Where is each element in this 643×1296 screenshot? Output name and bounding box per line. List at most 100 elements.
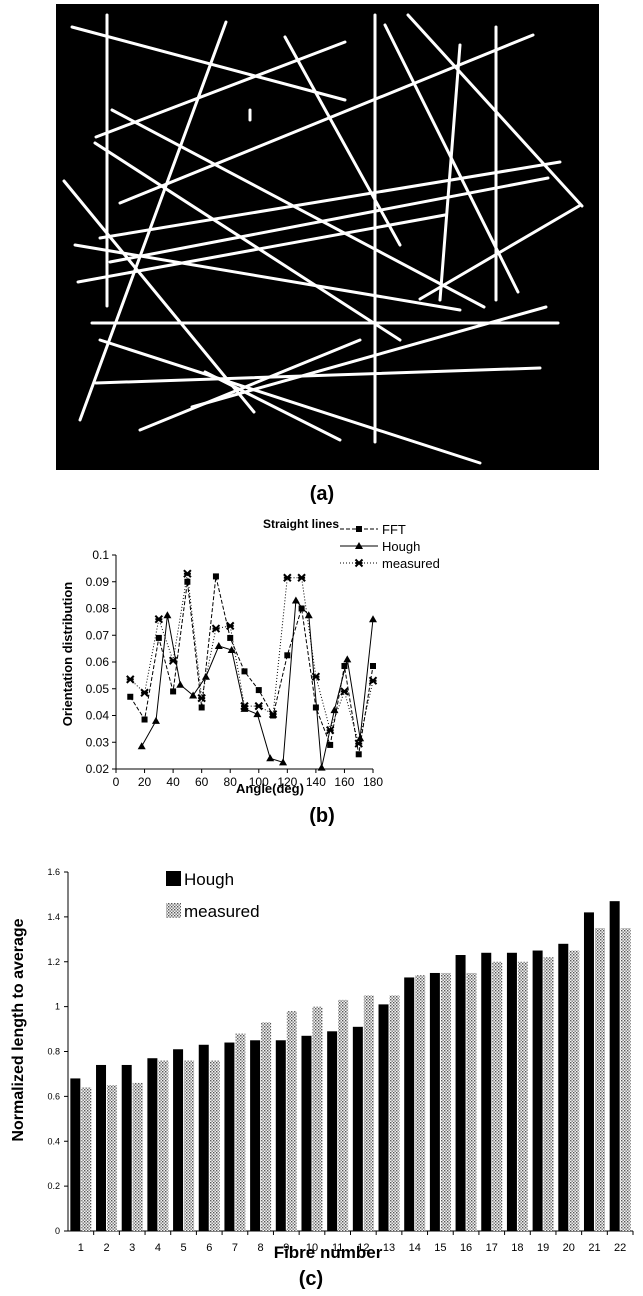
bar-hough — [506, 952, 517, 1231]
bar-measured — [286, 1011, 297, 1231]
data-point-hough — [227, 645, 236, 653]
fibre-line — [418, 204, 581, 301]
data-point-fft — [312, 704, 319, 711]
bar-hough — [96, 1064, 107, 1231]
data-point-hough — [163, 611, 172, 619]
chart-c-xtick-label: 7 — [232, 1242, 238, 1254]
chart-c-xtick-label: 21 — [588, 1242, 600, 1254]
chart-b-ytick-label: 0.08 — [86, 602, 110, 616]
series-line-measured — [129, 573, 374, 744]
data-point-measured — [197, 693, 206, 703]
bar-measured — [620, 928, 631, 1231]
data-point-hough — [214, 641, 223, 649]
chart-b-xtick-label: 140 — [306, 775, 326, 789]
data-point-hough — [266, 754, 275, 762]
chart-c-ytick-label: 0.8 — [47, 1047, 60, 1057]
fibre-line — [110, 108, 486, 309]
bar-measured — [543, 957, 554, 1231]
data-point-fft — [255, 687, 262, 694]
chart-c-xtick-label: 15 — [434, 1242, 446, 1254]
bar-hough — [429, 972, 440, 1231]
chart-c-xtick-label: 13 — [383, 1242, 395, 1254]
data-point-hough — [330, 706, 339, 714]
chart-b-xtick-label: 100 — [249, 775, 269, 789]
bar-measured — [184, 1060, 195, 1231]
chart-c-ytick-label: 1.2 — [47, 957, 60, 967]
bar-measured — [415, 975, 426, 1231]
legend-label-hough: Hough — [382, 539, 420, 554]
data-point-fft — [341, 663, 348, 670]
fibre-line — [406, 13, 584, 208]
data-point-measured — [154, 614, 164, 624]
data-point-hough — [189, 691, 198, 699]
bar-measured — [492, 961, 503, 1231]
chart-c-xtick-label: 8 — [258, 1242, 264, 1254]
data-point-measured — [254, 701, 263, 711]
bar-hough — [532, 950, 543, 1231]
data-point-measured — [325, 726, 335, 735]
data-point-fft — [284, 652, 291, 659]
chart-b-title: Straight lines — [263, 517, 339, 531]
data-point-fft — [212, 573, 219, 580]
chart-b-xtick-label: 60 — [195, 775, 209, 789]
chart-c-xtick-label: 6 — [206, 1242, 212, 1254]
bar-measured — [466, 972, 477, 1231]
legend-swatch-measured — [166, 903, 181, 918]
chart-c-xtick-label: 1 — [78, 1242, 84, 1254]
bar-hough — [481, 952, 492, 1231]
data-point-fft — [355, 751, 362, 758]
chart-b-xtick-label: 160 — [334, 775, 354, 789]
chart-c-xtick-label: 14 — [409, 1242, 421, 1254]
panel-a-label: (a) — [310, 483, 334, 505]
chart-c-xtick-label: 11 — [332, 1242, 343, 1254]
bar-hough — [224, 1042, 235, 1231]
bar-hough — [609, 901, 620, 1231]
fibre-line — [73, 243, 462, 312]
data-point-measured — [354, 739, 363, 748]
legend-swatch-hough — [166, 871, 181, 886]
data-point-fft — [127, 693, 134, 700]
chart-b-axes: 0.02 0.03 0.04 0.05 0.06 0.07 0.08 0.09 0.1 0 20 40… — [86, 548, 384, 789]
data-point-hough — [151, 716, 160, 724]
bar-measured — [389, 995, 400, 1231]
data-point-hough — [369, 615, 377, 623]
chart-b-ytick-label: 0.02 — [86, 762, 110, 776]
chart-c-xtick-label: 12 — [357, 1242, 369, 1254]
chart-c-legend: Hough measured — [166, 870, 260, 921]
panel-a: (a) — [56, 4, 599, 505]
chart-b-legend: FFT Hough measured — [340, 522, 440, 571]
chart-b-ytick-label: 0.09 — [86, 575, 110, 589]
data-point-fft — [198, 704, 205, 711]
data-point-measured — [240, 701, 249, 711]
chart-b-ytick-label: 0.07 — [86, 628, 110, 642]
bar-hough — [173, 1049, 184, 1231]
chart-b-xtick-label: 40 — [166, 775, 180, 789]
bar-measured — [132, 1082, 143, 1231]
chart-c-xtick-label: 4 — [155, 1242, 161, 1254]
fibre-line — [70, 25, 347, 102]
bar-measured — [569, 950, 580, 1231]
data-point-fft — [370, 663, 376, 670]
bar-hough — [121, 1064, 132, 1231]
fibre-line — [98, 160, 562, 240]
chart-c-xtick-label: 5 — [181, 1242, 187, 1254]
bar-measured — [363, 995, 374, 1231]
chart-c-ylabel: Normalized length to average — [10, 918, 27, 1141]
chart-c-xtick-label: 22 — [614, 1242, 626, 1254]
panel-c-label: (c) — [299, 1268, 323, 1290]
data-point-fft — [155, 634, 162, 641]
data-point-measured — [140, 688, 149, 697]
chart-c-xtick-label: 17 — [486, 1242, 498, 1254]
data-point-hough — [240, 704, 249, 712]
data-point-fft — [241, 668, 248, 675]
legend-label-measured: measured — [382, 556, 440, 571]
data-point-measured — [183, 569, 192, 578]
chart-c-bars — [70, 901, 631, 1231]
fibre-line — [78, 20, 228, 422]
bar-hough — [558, 943, 569, 1231]
panel-c: 00.20.40.60.811.21.41.61 2 3 4 5 6 7 8 9 10 11 12 13… — [10, 867, 634, 1290]
fibre-line — [94, 40, 347, 139]
chart-c-xtick-label: 16 — [460, 1242, 472, 1254]
bar-measured — [517, 961, 528, 1231]
legend-marker-measured — [354, 558, 364, 568]
